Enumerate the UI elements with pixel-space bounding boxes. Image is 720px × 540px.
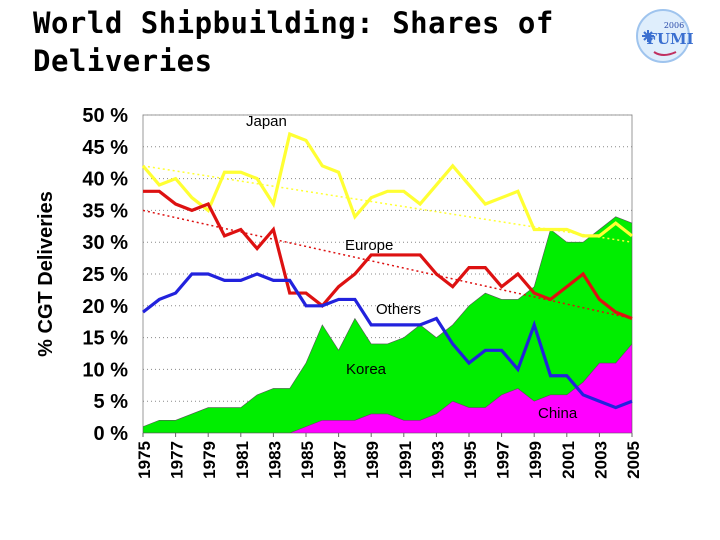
x-tick-label: 1999	[526, 441, 545, 479]
label-china: China	[538, 405, 578, 422]
y-tick-label: 20 %	[82, 296, 128, 318]
series-labels: Japan Europe Others Korea China	[246, 113, 578, 422]
x-tick-label: 1987	[331, 441, 350, 479]
label-others: Others	[376, 301, 421, 318]
x-tick-label: 1977	[168, 441, 187, 479]
x-tick-label: 1985	[298, 441, 317, 479]
line-japan	[141, 131, 633, 238]
snowflake-icon	[642, 30, 654, 42]
logo-brand: FUMI	[646, 30, 693, 48]
x-tick-label: 1983	[265, 441, 284, 479]
y-tick-label: 40 %	[82, 169, 128, 191]
line-europe	[143, 189, 633, 321]
logo-year: 2006	[664, 21, 684, 30]
y-tick-label: 5 %	[94, 391, 129, 413]
title-line-2: Deliveries	[33, 44, 213, 78]
trend-line-europe	[143, 209, 632, 320]
y-tick-label: 35 %	[82, 200, 128, 222]
x-tick-label: 1981	[233, 441, 252, 479]
x-tick-label: 2003	[591, 441, 610, 479]
y-tick-label: 25 %	[82, 264, 128, 286]
x-tick-label: 1995	[461, 441, 480, 479]
x-tick-label: 1975	[135, 441, 154, 479]
label-korea: Korea	[346, 361, 387, 378]
y-tick-label: 30 %	[82, 232, 128, 254]
x-tick-label: 1979	[200, 441, 219, 479]
x-tick-label: 1991	[396, 441, 415, 479]
y-tick-label: 10 %	[82, 359, 128, 381]
fumi-logo: 2006 FUMI	[636, 9, 694, 63]
title-line-1: World Shipbuilding: Shares of	[33, 6, 554, 40]
label-europe: Europe	[345, 237, 393, 254]
y-tick-label: 45 %	[82, 137, 128, 159]
x-tick-label: 1993	[428, 441, 447, 479]
y-tick-label: 15 %	[82, 328, 128, 350]
label-japan: Japan	[246, 113, 287, 130]
x-tick-label: 2001	[559, 441, 578, 479]
x-tick-label: 2005	[624, 441, 643, 479]
y-tick-label: 50 %	[82, 105, 128, 127]
y-tick-label: 0 %	[94, 423, 129, 445]
y-axis-label: % CGT Deliveries	[35, 191, 57, 357]
area-korea	[143, 216, 632, 433]
x-tick-label: 1989	[363, 441, 382, 479]
x-tick-label: 1997	[494, 441, 513, 479]
line-others	[142, 272, 633, 410]
page-title: World Shipbuilding: Shares of Deliveries	[33, 4, 554, 80]
